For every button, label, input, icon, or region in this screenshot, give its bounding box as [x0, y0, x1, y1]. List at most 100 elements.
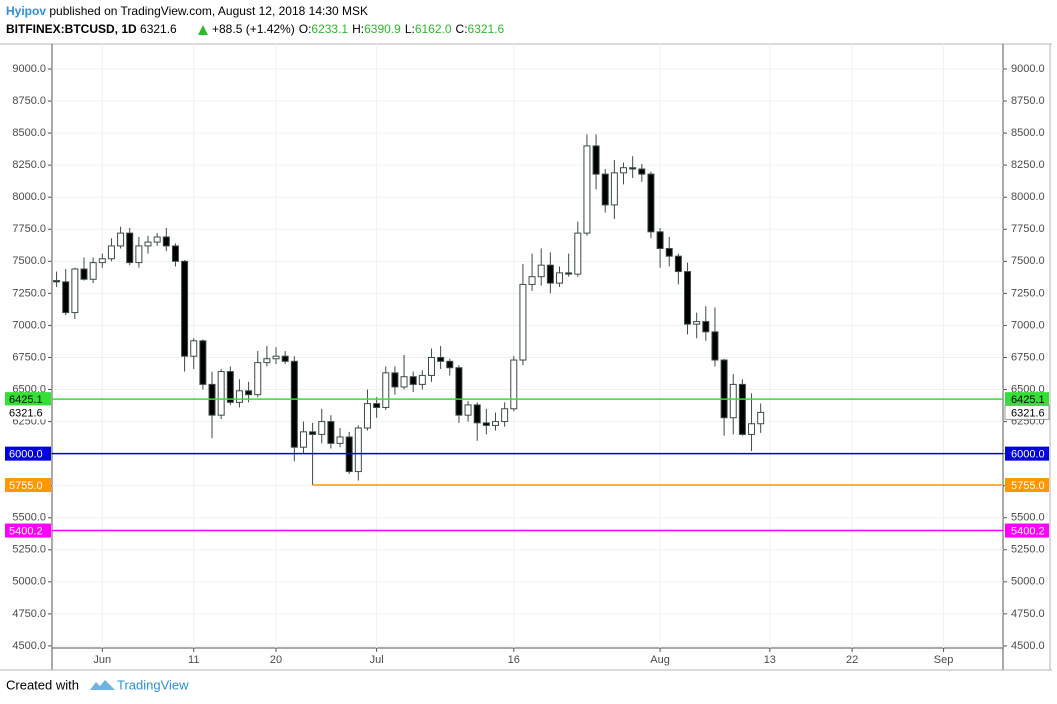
last-price-tag — [1004, 404, 1050, 420]
candle-body — [409, 376, 417, 385]
candle-body — [382, 372, 390, 408]
candle-body — [665, 247, 673, 257]
candle-body — [107, 245, 115, 260]
candle-body — [391, 372, 399, 388]
candle-body — [263, 358, 271, 364]
symbol-line: BITFINEX:BTCUSD, 1D 6321.6 — [6, 22, 177, 36]
candle-body — [720, 359, 728, 419]
level-tag — [5, 478, 51, 493]
candle-body — [674, 255, 682, 273]
y-tick-label: 5500.0 — [12, 512, 46, 524]
candle-body — [272, 355, 280, 360]
x-tick-label: Sep — [934, 654, 954, 666]
candle-body — [729, 383, 737, 419]
candle-body — [190, 340, 198, 357]
candle-body — [638, 168, 646, 175]
change: +88.5 (+1.42%) — [212, 22, 295, 36]
candle-body — [711, 331, 719, 361]
candle-body — [455, 367, 463, 416]
last: 6321.6 — [140, 22, 177, 36]
y-tick-label: 8000.0 — [1011, 191, 1045, 203]
level-label: 5400.2 — [9, 525, 43, 537]
x-tick-label: 16 — [508, 654, 520, 666]
candle-body — [217, 371, 225, 416]
y-tick-label: 9000.0 — [12, 63, 46, 75]
level-label: 5400.2 — [1011, 525, 1045, 537]
footer-brand[interactable]: TradingView — [117, 677, 189, 692]
y-tick-label: 7000.0 — [12, 319, 46, 331]
y-tick-label: 8500.0 — [1011, 127, 1045, 139]
candle-body — [226, 371, 234, 403]
y-tick-label: 7750.0 — [1011, 223, 1045, 235]
candle-body — [501, 408, 509, 423]
x-tick-label: Jun — [93, 654, 111, 666]
published: published on TradingView.com, August 12,… — [49, 4, 368, 18]
candle-body — [583, 145, 591, 234]
ohlc-label: O: — [299, 22, 312, 36]
level-tag — [5, 523, 51, 538]
candle-body — [199, 340, 207, 385]
candle-body — [80, 268, 88, 280]
candle-body — [537, 264, 545, 278]
candle-body — [620, 167, 628, 174]
candle-body — [693, 321, 701, 325]
y-tick-label: 7000.0 — [1011, 319, 1045, 331]
candle-body — [464, 404, 472, 416]
candle-body — [546, 264, 554, 284]
candle-body — [684, 271, 692, 325]
ohlc-value: 6233.1 — [311, 22, 348, 36]
candle-body — [574, 232, 582, 275]
level-label: 6000.0 — [1011, 449, 1045, 461]
candle-body — [281, 355, 289, 362]
candle-body — [519, 283, 527, 361]
level-tag — [1005, 392, 1049, 407]
y-tick-label: 8000.0 — [12, 191, 46, 203]
x-tick-label: Aug — [650, 654, 670, 666]
candle-body — [528, 276, 536, 285]
level-tag — [1005, 523, 1049, 538]
y-tick-label: 6750.0 — [1011, 351, 1045, 363]
candle-body — [162, 236, 170, 247]
candle-body — [290, 360, 298, 448]
ohlc-label: C: — [456, 22, 468, 36]
ohlc-value: 6321.6 — [468, 22, 505, 36]
candle-body — [610, 172, 618, 206]
y-tick-label: 4750.0 — [12, 608, 46, 620]
candle-body — [592, 145, 600, 175]
candle-body — [647, 173, 655, 233]
ohlc-value: 6162.0 — [415, 22, 452, 36]
x-tick-label: 13 — [764, 654, 776, 666]
y-tick-label: 7500.0 — [1011, 255, 1045, 267]
level-label: 5755.0 — [1011, 480, 1045, 492]
y-tick-label: 7250.0 — [1011, 287, 1045, 299]
candle-body — [601, 173, 609, 206]
y-tick-label: 7750.0 — [12, 223, 46, 235]
level-label: 6425.1 — [9, 394, 43, 406]
header-line: Hyipov published on TradingView.com, Aug… — [6, 4, 368, 18]
candle-body — [89, 262, 97, 280]
y-tick-label: 8750.0 — [12, 95, 46, 107]
candle-body — [656, 231, 664, 249]
candle-body — [418, 374, 426, 385]
y-tick-label: 5250.0 — [1011, 544, 1045, 556]
x-tick-label: 20 — [270, 654, 282, 666]
candle-body — [309, 431, 317, 435]
candle-body — [171, 245, 179, 262]
candle-body — [53, 280, 61, 283]
candle-body — [565, 272, 573, 275]
level-label: 5755.0 — [9, 480, 43, 492]
level-tag — [5, 392, 51, 407]
y-tick-label: 5000.0 — [12, 576, 46, 588]
y-tick-label: 9000.0 — [1011, 63, 1045, 75]
candle-body — [363, 403, 371, 429]
candle-body — [71, 268, 79, 314]
level-tag — [1005, 478, 1049, 493]
y-tick-label: 4750.0 — [1011, 608, 1045, 620]
level-label: 6000.0 — [9, 449, 43, 461]
y-tick-label: 5000.0 — [1011, 576, 1045, 588]
candle-body — [181, 260, 189, 357]
candle-body — [245, 390, 253, 396]
candle-body — [354, 427, 362, 473]
candle-body — [446, 360, 454, 369]
